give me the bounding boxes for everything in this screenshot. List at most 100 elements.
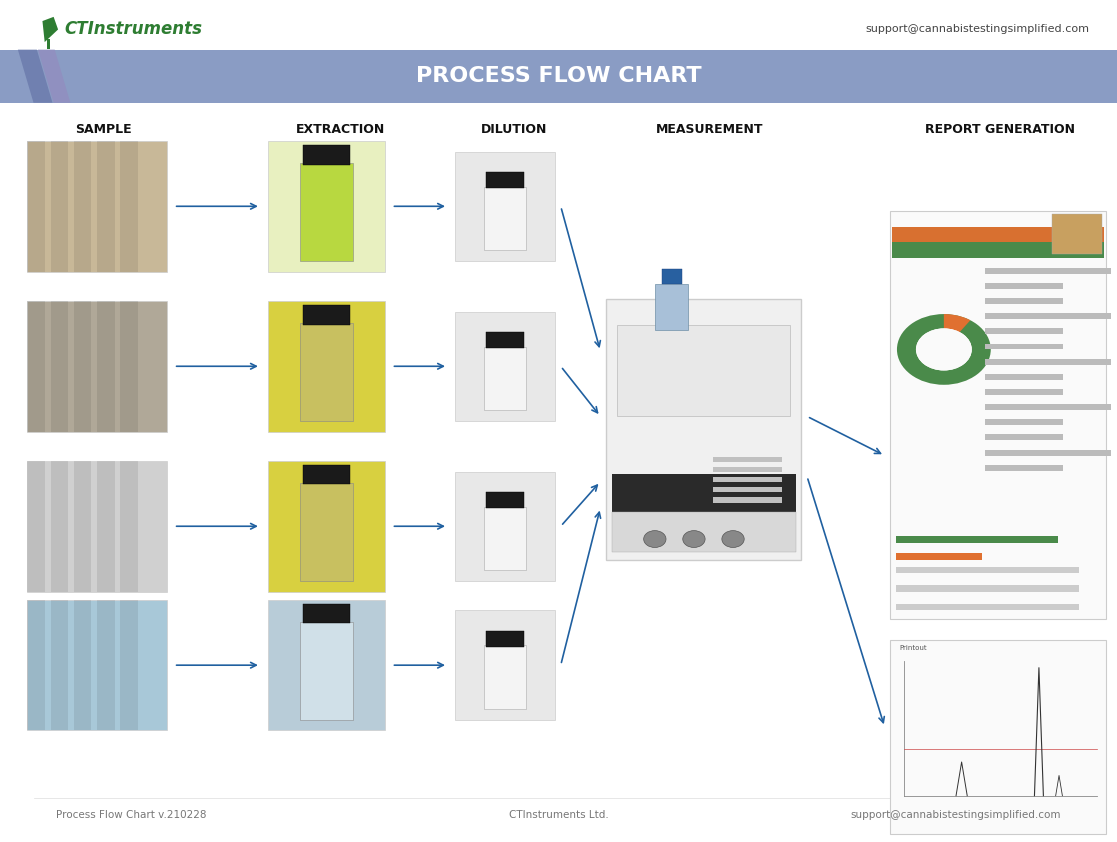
Text: CTInstruments: CTInstruments xyxy=(65,20,203,39)
Bar xyxy=(617,325,791,417)
Bar xyxy=(985,359,1111,365)
Bar xyxy=(299,323,353,421)
Bar xyxy=(27,141,168,271)
Polygon shape xyxy=(42,17,58,42)
Bar xyxy=(27,301,168,431)
Bar xyxy=(896,567,1079,573)
Bar xyxy=(303,465,350,484)
Bar xyxy=(1052,214,1102,254)
Bar xyxy=(985,419,1063,425)
Circle shape xyxy=(722,530,744,547)
Bar xyxy=(484,507,526,570)
Bar xyxy=(50,461,68,591)
Bar xyxy=(896,536,1058,543)
Bar xyxy=(268,600,384,730)
Polygon shape xyxy=(944,314,971,349)
Bar xyxy=(27,600,45,730)
Bar xyxy=(985,328,1063,334)
Bar xyxy=(121,141,137,271)
Bar xyxy=(661,269,681,284)
Bar xyxy=(74,461,92,591)
Text: support@cannabistestingsimplified.com: support@cannabistestingsimplified.com xyxy=(851,810,1061,820)
Bar xyxy=(50,600,68,730)
Bar xyxy=(97,461,115,591)
Bar xyxy=(97,600,115,730)
Bar xyxy=(890,210,1106,619)
Text: EXTRACTION: EXTRACTION xyxy=(296,123,385,136)
Bar xyxy=(896,553,982,560)
Bar xyxy=(299,622,353,720)
Bar xyxy=(655,284,688,330)
Circle shape xyxy=(682,530,705,547)
Bar xyxy=(605,299,802,560)
Bar xyxy=(484,646,526,709)
Bar xyxy=(612,474,795,520)
Bar xyxy=(985,434,1063,440)
Bar xyxy=(486,173,524,188)
Bar xyxy=(455,152,555,261)
Bar xyxy=(27,461,45,591)
Bar xyxy=(486,493,524,508)
Circle shape xyxy=(916,328,972,370)
Bar xyxy=(299,163,353,261)
Bar xyxy=(121,461,137,591)
Bar xyxy=(27,301,45,431)
Bar xyxy=(985,298,1063,304)
Bar xyxy=(484,347,526,410)
Bar xyxy=(27,600,168,730)
Bar xyxy=(892,227,1104,242)
Text: PROCESS FLOW CHART: PROCESS FLOW CHART xyxy=(416,67,701,86)
Bar xyxy=(890,640,1106,834)
Bar xyxy=(892,242,1104,258)
Bar xyxy=(714,498,782,503)
Bar xyxy=(303,604,350,623)
Polygon shape xyxy=(38,50,70,103)
Bar xyxy=(268,461,384,591)
Text: CTInstruments Ltd.: CTInstruments Ltd. xyxy=(508,810,609,820)
Bar xyxy=(50,141,68,271)
Bar xyxy=(714,457,782,462)
Bar xyxy=(121,301,137,431)
Text: Printout: Printout xyxy=(899,645,927,651)
Bar xyxy=(0,50,1117,103)
Circle shape xyxy=(643,530,666,547)
Bar xyxy=(50,301,68,431)
Bar xyxy=(486,632,524,647)
Bar xyxy=(486,333,524,348)
Bar xyxy=(27,461,168,591)
Bar xyxy=(985,389,1063,395)
Bar xyxy=(714,477,782,482)
Bar xyxy=(612,512,795,552)
Text: DILUTION: DILUTION xyxy=(480,123,547,136)
Bar xyxy=(985,268,1111,274)
Bar xyxy=(455,472,555,581)
Text: MEASUREMENT: MEASUREMENT xyxy=(656,123,763,136)
Circle shape xyxy=(916,328,972,370)
Bar xyxy=(985,313,1111,319)
Bar xyxy=(985,450,1111,456)
Bar xyxy=(455,312,555,421)
Text: REPORT GENERATION: REPORT GENERATION xyxy=(925,123,1075,136)
Bar xyxy=(74,301,92,431)
Bar xyxy=(985,344,1063,349)
Bar xyxy=(268,301,384,431)
Bar xyxy=(985,465,1063,471)
Bar xyxy=(74,141,92,271)
Bar xyxy=(27,141,45,271)
Bar xyxy=(74,600,92,730)
Bar xyxy=(97,141,115,271)
Bar xyxy=(121,600,137,730)
Bar xyxy=(985,374,1063,380)
Circle shape xyxy=(897,314,991,385)
Text: support@cannabistestingsimplified.com: support@cannabistestingsimplified.com xyxy=(865,24,1089,35)
Bar xyxy=(455,610,555,720)
Bar xyxy=(896,604,1079,610)
Bar xyxy=(896,585,1079,592)
Bar xyxy=(97,301,115,431)
Bar xyxy=(299,483,353,581)
Bar xyxy=(303,305,350,324)
Bar xyxy=(303,145,350,164)
Bar xyxy=(985,283,1063,289)
Bar xyxy=(714,488,782,493)
Bar xyxy=(47,39,50,49)
